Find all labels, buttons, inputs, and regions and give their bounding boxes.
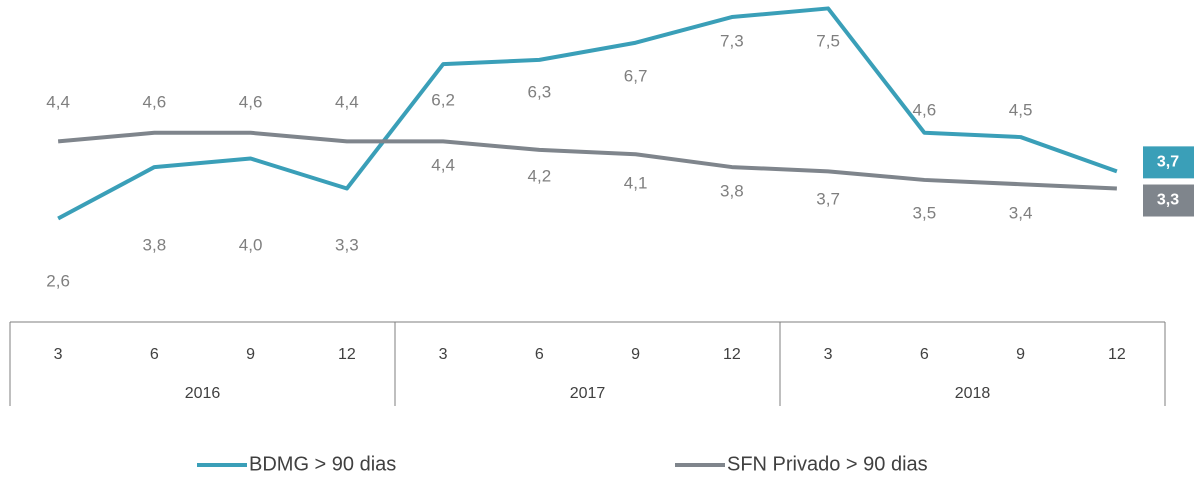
x-tick-label: 3: [824, 346, 833, 363]
data-label: 4,6: [239, 92, 263, 111]
data-label: 3,3: [335, 235, 359, 254]
x-tick-label: 3: [439, 346, 448, 363]
legend-label: BDMG > 90 dias: [249, 453, 396, 475]
data-label: 2,6: [46, 271, 70, 290]
group-label: 2018: [955, 385, 991, 402]
end-label-box: [1143, 146, 1194, 179]
data-label: 4,1: [624, 173, 648, 192]
data-label: 4,5: [1009, 100, 1033, 119]
data-label: 4,6: [143, 92, 167, 111]
x-tick-label: 6: [920, 346, 929, 363]
data-label: 3,8: [720, 181, 744, 200]
series-line: [57, 6, 1118, 221]
data-label: 3,4: [1009, 203, 1033, 222]
series-line: [57, 130, 1117, 191]
group-label: 2016: [185, 385, 221, 402]
data-label: 4,2: [528, 166, 552, 185]
data-label: 6,2: [431, 90, 455, 109]
data-label: 7,5: [816, 31, 840, 50]
x-tick-label: 9: [631, 346, 640, 363]
legend-label: SFN Privado > 90 dias: [727, 453, 928, 475]
data-label: 4,4: [431, 155, 455, 174]
data-label: 4,4: [335, 92, 359, 111]
group-label: 2017: [570, 385, 606, 402]
data-label: 3,5: [913, 203, 937, 222]
data-label: 7,3: [720, 31, 744, 50]
x-tick-label: 9: [1016, 346, 1025, 363]
data-label: 3,8: [143, 235, 167, 254]
data-label: 6,7: [624, 66, 648, 85]
data-label: 4,0: [239, 235, 263, 254]
end-label: 3,7: [1157, 154, 1179, 171]
x-tick-label: 12: [338, 346, 356, 363]
data-label: 4,4: [46, 92, 70, 111]
x-tick-label: 9: [246, 346, 255, 363]
data-label: 3,7: [816, 189, 840, 208]
data-label: 4,6: [913, 100, 937, 119]
x-tick-label: 12: [723, 346, 741, 363]
end-label: 3,3: [1157, 192, 1179, 209]
x-tick-label: 3: [54, 346, 63, 363]
x-tick-label: 6: [150, 346, 159, 363]
data-label: 6,3: [528, 82, 552, 101]
x-tick-label: 12: [1108, 346, 1126, 363]
x-tick-label: 6: [535, 346, 544, 363]
end-label-box: [1143, 184, 1194, 217]
